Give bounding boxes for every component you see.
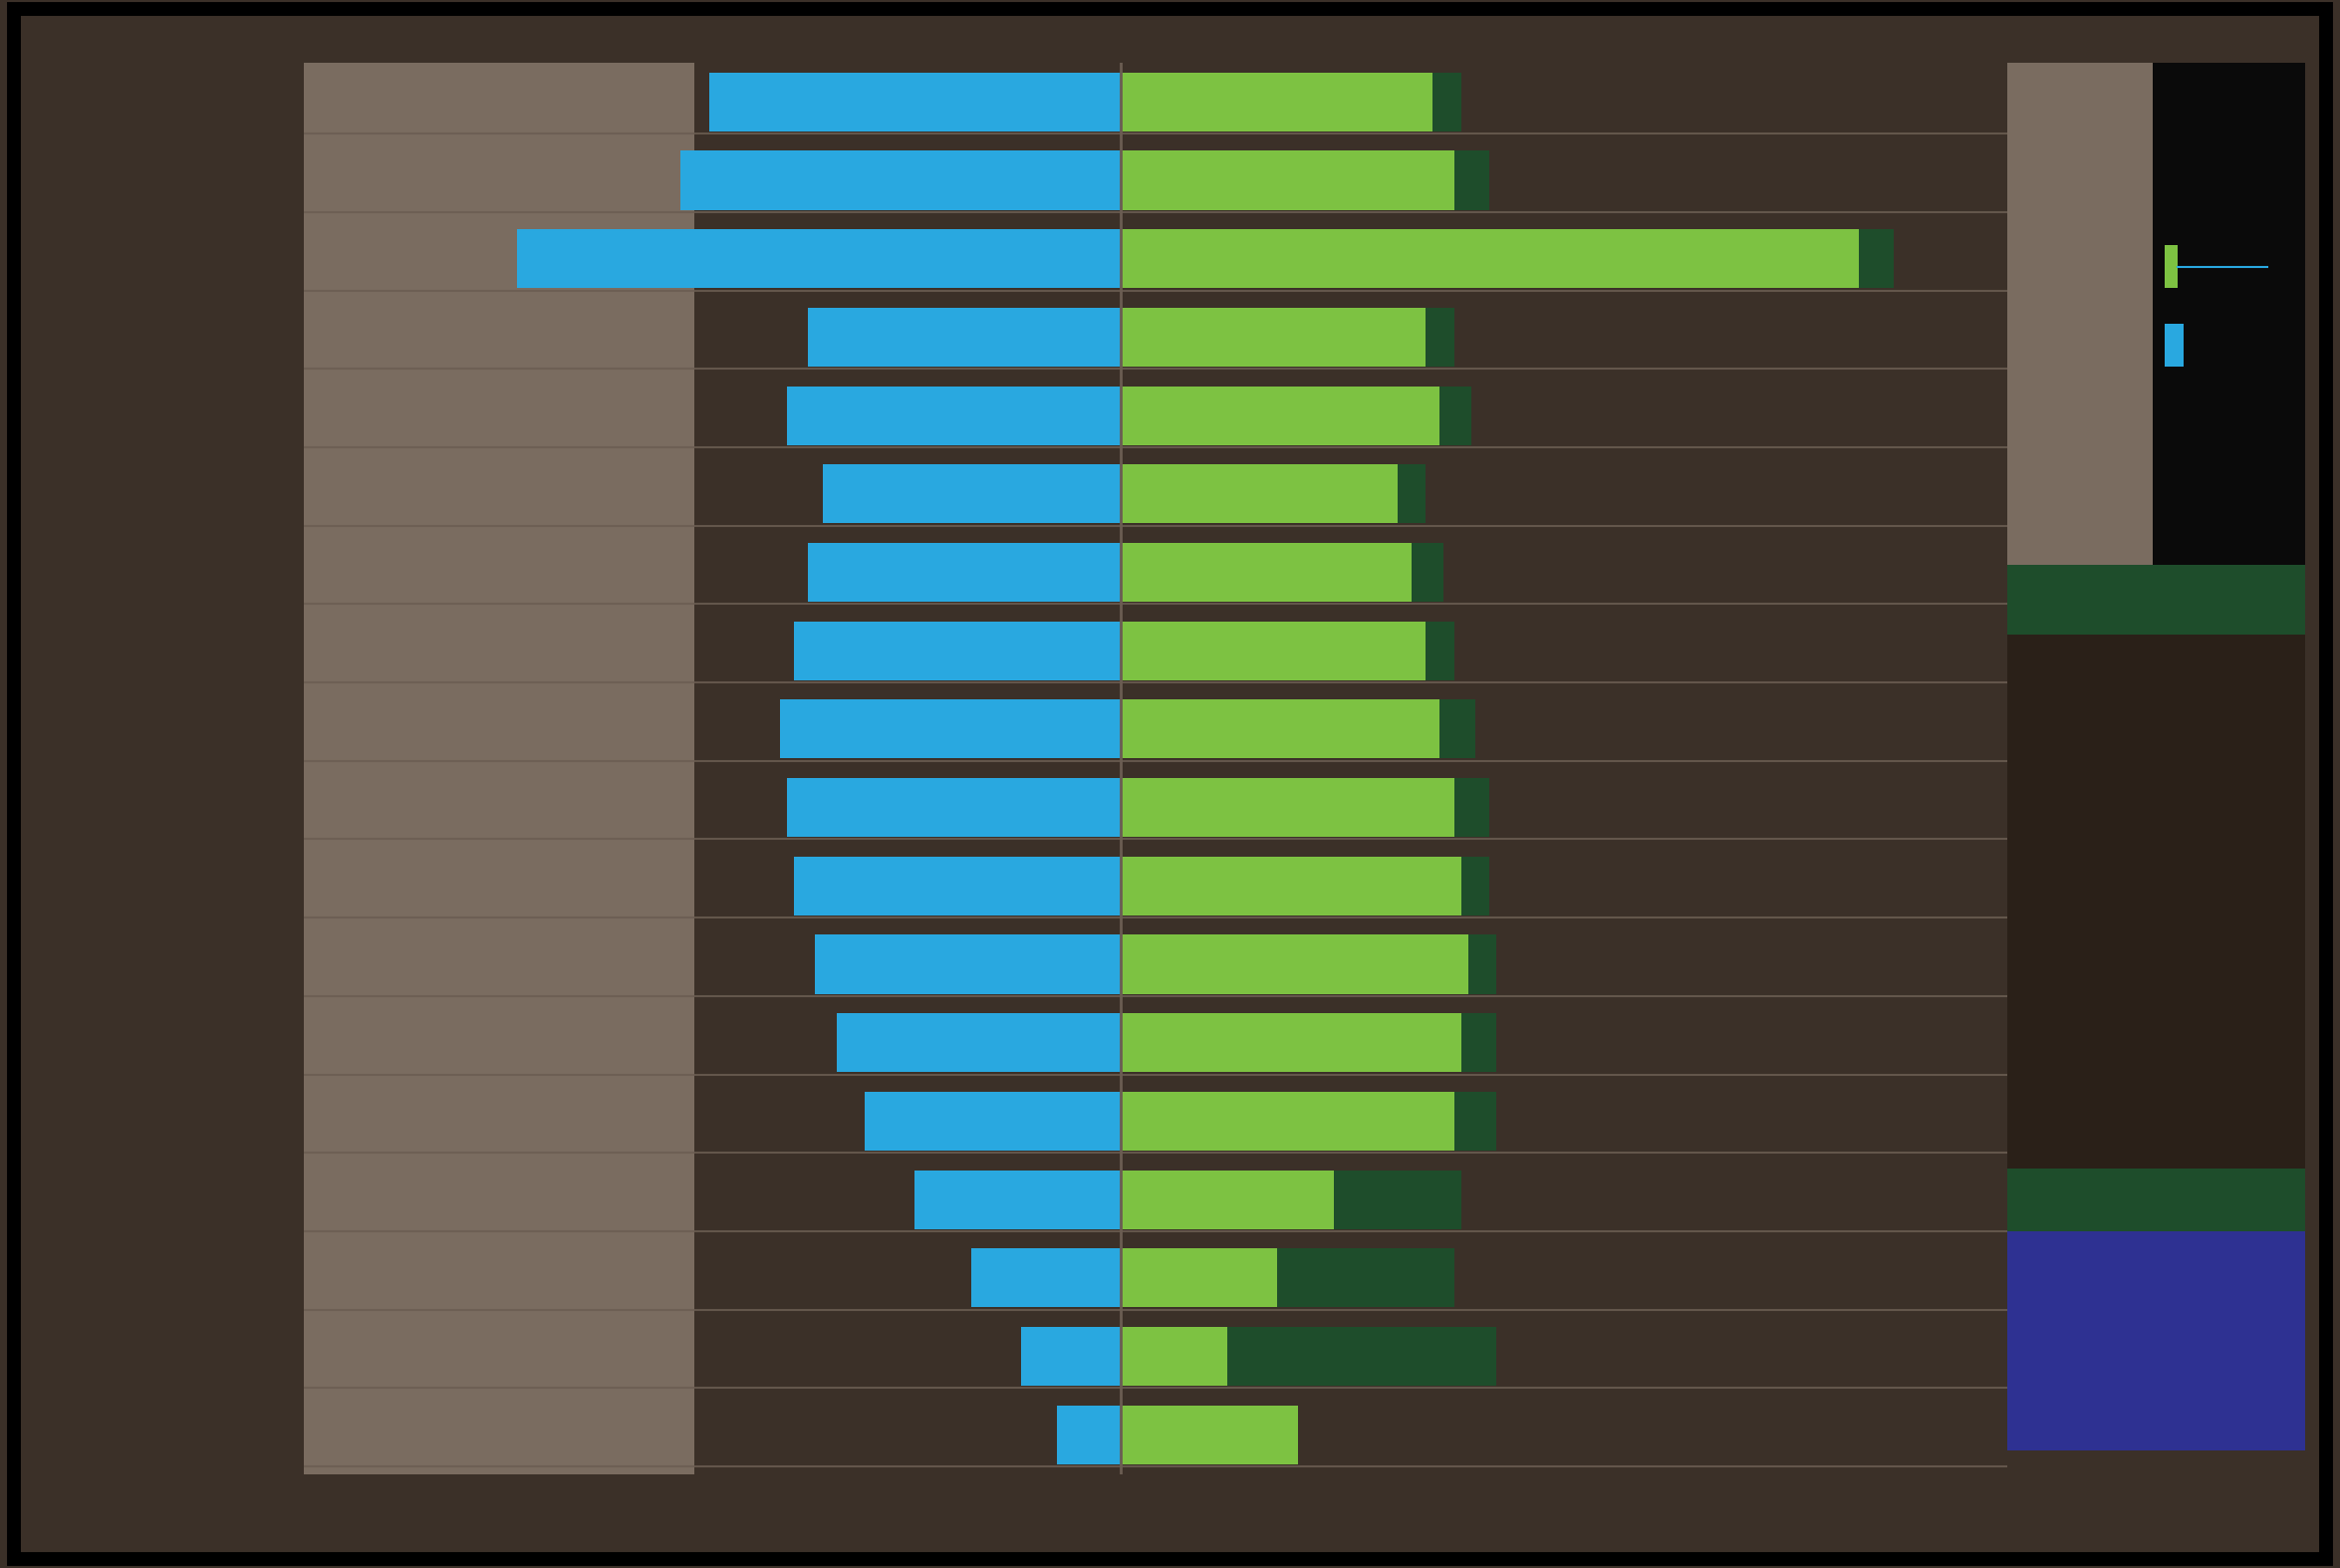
Bar (1453, 151, 1491, 210)
Bar (1121, 621, 1425, 681)
Bar (709, 72, 1121, 132)
Bar (1121, 151, 1453, 210)
Bar (1121, 1327, 1226, 1386)
Bar (1226, 1327, 1498, 1386)
Bar (1121, 1013, 1460, 1073)
Bar (915, 1170, 1121, 1229)
Bar (2164, 245, 2179, 289)
Bar (1121, 307, 1425, 367)
Bar (1439, 699, 1477, 759)
Bar (807, 543, 1121, 602)
Bar (1453, 1091, 1498, 1151)
Bar (1121, 72, 1432, 132)
Bar (1121, 1405, 1299, 1465)
Bar (1121, 935, 1467, 994)
Bar (304, 63, 695, 1474)
Bar (971, 1248, 1121, 1308)
Bar (866, 1091, 1121, 1151)
Bar (807, 307, 1121, 367)
Bar (814, 935, 1121, 994)
Bar (1425, 307, 1453, 367)
Bar (1121, 1248, 1278, 1308)
Bar (786, 386, 1121, 445)
Bar (1121, 543, 1411, 602)
Bar (1121, 464, 1397, 524)
Bar (1397, 464, 1425, 524)
Bar (1058, 1405, 1121, 1465)
Bar (1425, 621, 1453, 681)
Bar (1439, 386, 1472, 445)
Bar (821, 464, 1121, 524)
Bar (1278, 1248, 1453, 1308)
Bar (1121, 1170, 1334, 1229)
Bar (1121, 386, 1439, 445)
Bar (786, 778, 1121, 837)
Bar (517, 229, 1121, 289)
Bar (1121, 778, 1453, 837)
Bar (1453, 778, 1491, 837)
Bar (1121, 699, 1439, 759)
Bar (681, 151, 1121, 210)
Bar (793, 856, 1121, 916)
Bar (1411, 543, 1444, 602)
Bar (1467, 935, 1498, 994)
Bar (793, 621, 1121, 681)
Bar (2164, 323, 2183, 367)
Bar (838, 1013, 1121, 1073)
Bar (1858, 229, 1893, 289)
Bar (1121, 1091, 1453, 1151)
Bar (1121, 229, 1858, 289)
Bar (1334, 1170, 1460, 1229)
Bar (1020, 1327, 1121, 1386)
Bar (779, 699, 1121, 759)
Bar (1460, 856, 1491, 916)
Bar (1432, 72, 1460, 132)
Bar (1121, 856, 1460, 916)
Bar (1460, 1013, 1498, 1073)
